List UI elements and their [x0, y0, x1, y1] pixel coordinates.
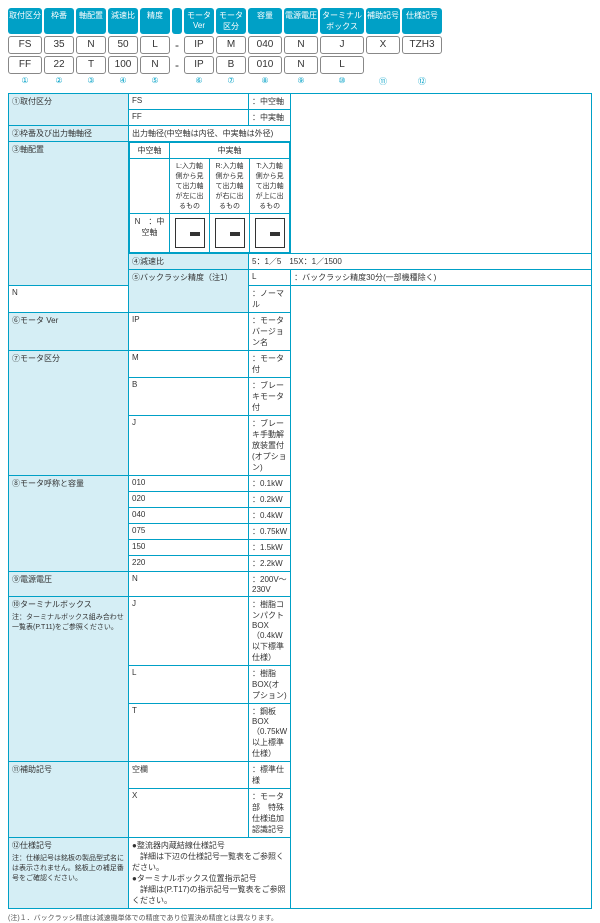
header-cell: 精度 [140, 8, 170, 34]
shaft-diagram [255, 218, 285, 248]
code-cell: 100 [108, 56, 138, 74]
code-cell: 040 [248, 36, 282, 54]
header-cell: モータ区分 [216, 8, 246, 34]
header-cell: 容量 [248, 8, 282, 34]
code-cell: X [366, 36, 400, 54]
section-label: ⑨電源電圧 [9, 572, 129, 597]
code-cell: IP [184, 56, 214, 74]
code-cell: FS [8, 36, 42, 54]
section-label: ⑤バックラッシ精度（注1） [129, 270, 249, 313]
section-label: ⑧モータ呼称と容量 [9, 476, 129, 572]
code-cell: J [320, 36, 364, 54]
section-label: ③軸配置 [9, 142, 129, 286]
code-row-1: FS35N50L-IPM040NJXTZH3 [8, 36, 592, 54]
header-cell: 枠番 [44, 8, 74, 34]
section-label: ①取付区分 [9, 94, 129, 126]
header-cell: 電源電圧 [284, 8, 318, 34]
header-row: 取付区分枠番軸配置減速比精度モータVerモータ区分容量電源電圧ターミナルボックス… [8, 8, 592, 34]
code-cell: 010 [248, 56, 282, 74]
code-cell: N [284, 56, 318, 74]
section-label: ⑪補助記号 [9, 762, 129, 838]
code-cell: 22 [44, 56, 74, 74]
header-cell [172, 8, 182, 34]
code-cell: N [140, 56, 170, 74]
code-cell: B [216, 56, 246, 74]
spec-table: ①取付区分FS：中空軸FF：中実軸②枠番及び出力軸軸径出力軸径(中空軸は内径、中… [8, 93, 592, 909]
code-cell: 35 [44, 36, 74, 54]
header-cell: 補助記号 [366, 8, 400, 34]
shaft-diagram [175, 218, 205, 248]
header-cell: 減速比 [108, 8, 138, 34]
code-cell: IP [184, 36, 214, 54]
code-cell: N [284, 36, 318, 54]
code-cell: 50 [108, 36, 138, 54]
section-label: ⑫仕様記号注：仕様記号は銘板の製品型式名には表示されません。銘板上の補足番号をご… [9, 838, 129, 909]
section-label: ④減速比 [129, 254, 249, 270]
header-cell: ターミナルボックス [320, 8, 364, 34]
header-cell: モータVer [184, 8, 214, 34]
code-cell: N [76, 36, 106, 54]
code-cell: TZH3 [402, 36, 442, 54]
shaft-diagram [215, 218, 245, 248]
footnote: (注)１．バックラッシ精度は減速機単体での精度であり位置決め精度とは異なります。 [8, 913, 592, 923]
code-row-2: FF22T100N-IPB010NL [8, 56, 592, 74]
code-cell: L [140, 36, 170, 54]
number-row: ①②③④⑤⑥⑦⑧⑨⑩⑪⑫ [8, 76, 592, 87]
code-cell: T [76, 56, 106, 74]
header-cell: 軸配置 [76, 8, 106, 34]
code-cell: FF [8, 56, 42, 74]
header-cell: 取付区分 [8, 8, 42, 34]
section-label: ②枠番及び出力軸軸径 [9, 126, 129, 142]
code-cell: L [320, 56, 364, 74]
section-label: ⑩ターミナルボックス注：ターミナルボックス組み合わせ一覧表(P.T11)をご参照… [9, 597, 129, 762]
section-label: ⑥モータ Ver [9, 313, 129, 351]
header-cell: 仕様記号 [402, 8, 442, 34]
code-cell: M [216, 36, 246, 54]
section-label: ⑦モータ区分 [9, 351, 129, 476]
